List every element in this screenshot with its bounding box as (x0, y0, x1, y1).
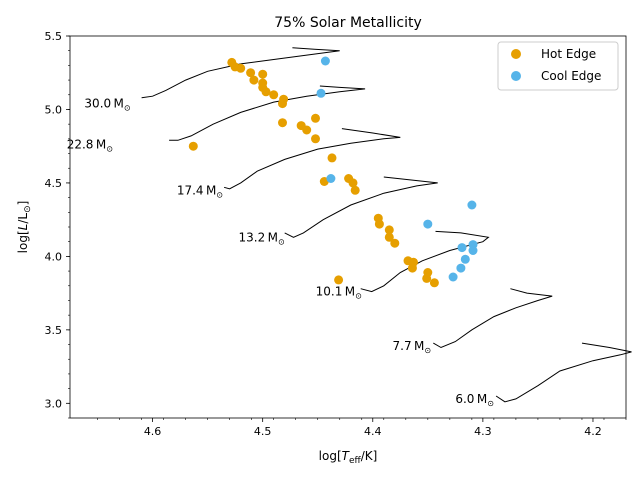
legend-marker-cool-edge (511, 71, 521, 81)
point-hot-4 (258, 69, 268, 79)
point-hot-3 (246, 68, 256, 78)
legend: Hot Edge Cool Edge (497, 41, 619, 91)
y-tick-label-5: 5.5 (45, 30, 63, 43)
point-cool-1 (316, 88, 326, 98)
x-tick-label-4: 4.2 (584, 425, 602, 438)
track-line-2 (223, 128, 401, 190)
legend-box (497, 41, 619, 91)
point-hot-17 (188, 141, 198, 151)
y-axis-label: log[L/L⊙] (16, 201, 33, 254)
point-hot-21 (350, 185, 360, 195)
point-hot-24 (374, 219, 384, 229)
point-cool-10 (448, 272, 458, 282)
point-cool-2 (326, 174, 336, 183)
point-hot-15 (311, 134, 320, 144)
track-line-5 (433, 288, 553, 349)
point-cool-8 (460, 254, 470, 264)
x-tick-label-3: 4.3 (474, 425, 492, 438)
scatter-points (188, 56, 478, 288)
y-tick-label-1: 3.5 (45, 324, 63, 337)
point-hot-5 (249, 75, 259, 85)
point-hot-16 (278, 118, 287, 128)
track-mass-label-4: 10.1 M⊙ (316, 285, 362, 301)
x-tick-label-2: 4.4 (364, 425, 382, 438)
point-hot-18 (327, 153, 337, 163)
track-line-6 (495, 342, 632, 403)
track-line-1 (169, 85, 366, 141)
point-cool-9 (456, 263, 466, 273)
point-hot-34 (334, 275, 344, 285)
point-cool-3 (423, 219, 433, 229)
point-hot-20 (348, 178, 358, 188)
point-hot-14 (302, 125, 312, 135)
x-axis-label: log[Teff/K] (319, 449, 378, 466)
track-mass-label-0: 30.0 M⊙ (84, 97, 130, 113)
point-hot-26 (384, 232, 394, 242)
legend-label-hot-edge: Hot Edge (541, 47, 596, 61)
point-hot-32 (422, 273, 432, 283)
legend-label-cool-edge: Cool Edge (541, 69, 601, 83)
point-hot-27 (390, 238, 400, 248)
point-hot-33 (429, 278, 439, 288)
track-mass-label-1: 22.8 M⊙ (67, 138, 113, 154)
point-cool-5 (457, 243, 467, 253)
x-tick-label-0: 4.6 (144, 425, 162, 438)
track-mass-label-2: 17.4 M⊙ (177, 183, 223, 199)
track-line-3 (284, 176, 438, 238)
y-tick-label-3: 4.5 (45, 177, 63, 190)
point-hot-8 (261, 87, 271, 97)
track-mass-label-5: 7.7 M⊙ (393, 339, 432, 355)
track-line-4 (360, 230, 490, 293)
track-mass-label-3: 13.2 M⊙ (239, 230, 285, 246)
y-tick-label-0: 3.0 (45, 397, 63, 410)
y-tick-label-4: 5.0 (45, 103, 63, 116)
chart-title: 75% Solar Metallicity (274, 15, 422, 31)
point-cool-0 (320, 56, 330, 66)
x-axis-ticks: 4.6 4.5 4.4 4.3 4.2 (97, 418, 627, 438)
y-tick-label-2: 4.0 (45, 250, 63, 263)
plot-frame (69, 35, 627, 419)
point-hot-30 (407, 263, 417, 273)
point-cool-7 (468, 246, 478, 255)
point-cool-4 (467, 200, 477, 210)
evolutionary-tracks: 30.0 M⊙ 22.8 M⊙ 17.4 M⊙ 13.2 M⊙ 10.1 M⊙ 7.7 M… (67, 47, 632, 408)
track-mass-label-6: 6.0 M⊙ (455, 392, 494, 408)
x-tick-label-1: 4.5 (254, 425, 272, 438)
point-hot-2 (236, 63, 246, 73)
point-hot-12 (311, 113, 320, 123)
y-axis-ticks: 3.0 3.5 4.0 4.5 5.0 5.5 (45, 30, 70, 419)
legend-marker-hot-edge (511, 49, 521, 59)
point-hot-25 (384, 225, 394, 235)
point-hot-9 (269, 90, 279, 100)
point-hot-11 (278, 99, 287, 109)
